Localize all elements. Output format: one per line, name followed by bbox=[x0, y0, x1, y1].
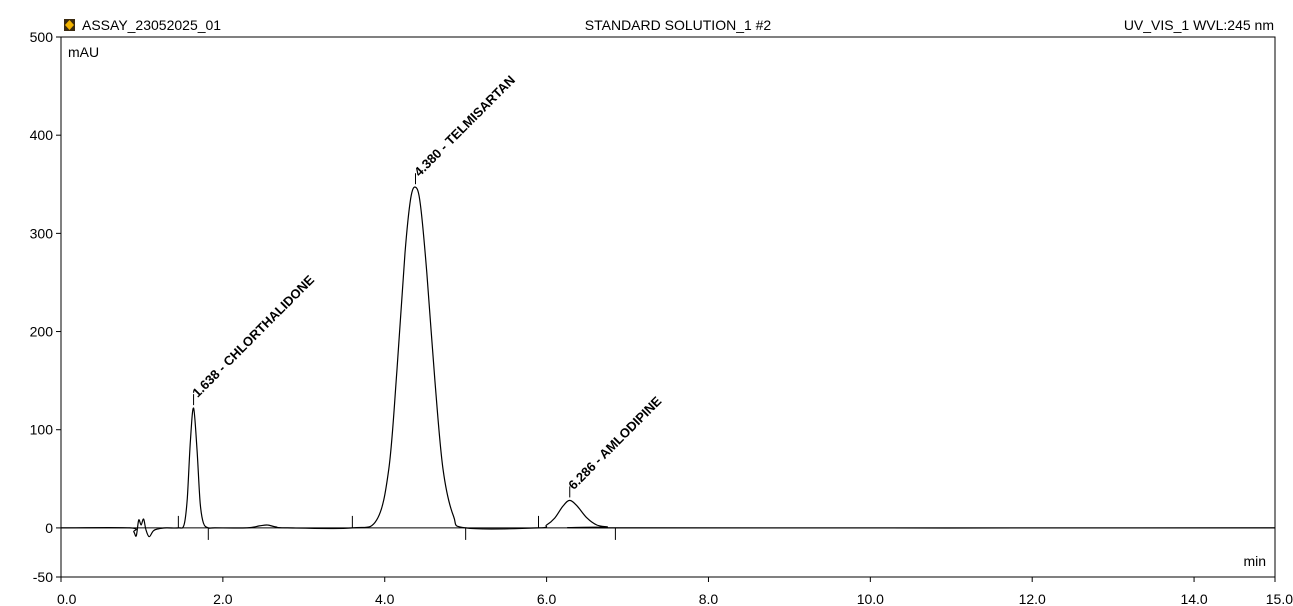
peak-label: 4.380 - TELMISARTAN bbox=[411, 72, 518, 179]
y-axis-label: mAU bbox=[68, 44, 99, 60]
channel-label: UV_VIS_1 WVL:245 nm bbox=[1124, 17, 1274, 33]
peak-labels: 1.638 - CHLORTHALIDONE 4.380 - TELMISARTA… bbox=[189, 72, 665, 498]
x-tick-label: 2.0 bbox=[213, 591, 233, 606]
y-tick-label: 100 bbox=[30, 422, 54, 438]
x-tick-label: 14.0 bbox=[1180, 591, 1207, 606]
x-axis: 0.0 2.0 4.0 6.0 8.0 10.0 12.0 14.0 15.0 bbox=[57, 577, 1293, 606]
y-tick-label: -50 bbox=[33, 569, 53, 585]
trace-layer bbox=[60, 186, 1276, 538]
x-tick-label: 15.0 bbox=[1266, 591, 1293, 606]
chart-title: STANDARD SOLUTION_1 #2 bbox=[585, 17, 772, 33]
chromatogram-trace bbox=[60, 186, 1276, 538]
x-tick-label: 12.0 bbox=[1019, 591, 1046, 606]
sequence-name: ASSAY_23052025_01 bbox=[82, 17, 221, 33]
x-tick-label: 8.0 bbox=[699, 591, 719, 606]
chromeleon-icon bbox=[64, 19, 75, 31]
x-tick-label: 10.0 bbox=[857, 591, 884, 606]
integration-marks bbox=[177, 515, 616, 540]
y-axis: -50 0 100 200 300 400 500 bbox=[30, 29, 61, 585]
y-tick-label: 300 bbox=[30, 225, 54, 241]
plot-frame bbox=[60, 36, 1276, 578]
peak-label: 1.638 - CHLORTHALIDONE bbox=[189, 272, 317, 400]
x-tick-label: 4.0 bbox=[375, 591, 395, 606]
y-tick-label: 0 bbox=[45, 520, 53, 536]
x-tick-label: 0.0 bbox=[57, 591, 77, 606]
y-tick-label: 200 bbox=[30, 324, 54, 340]
x-tick-label: 6.0 bbox=[537, 591, 557, 606]
y-tick-label: 500 bbox=[30, 29, 54, 45]
peak-label: 6.286 - AMLODIPINE bbox=[565, 393, 664, 492]
y-tick-label: 400 bbox=[30, 127, 54, 143]
x-axis-label: min bbox=[1243, 553, 1266, 569]
